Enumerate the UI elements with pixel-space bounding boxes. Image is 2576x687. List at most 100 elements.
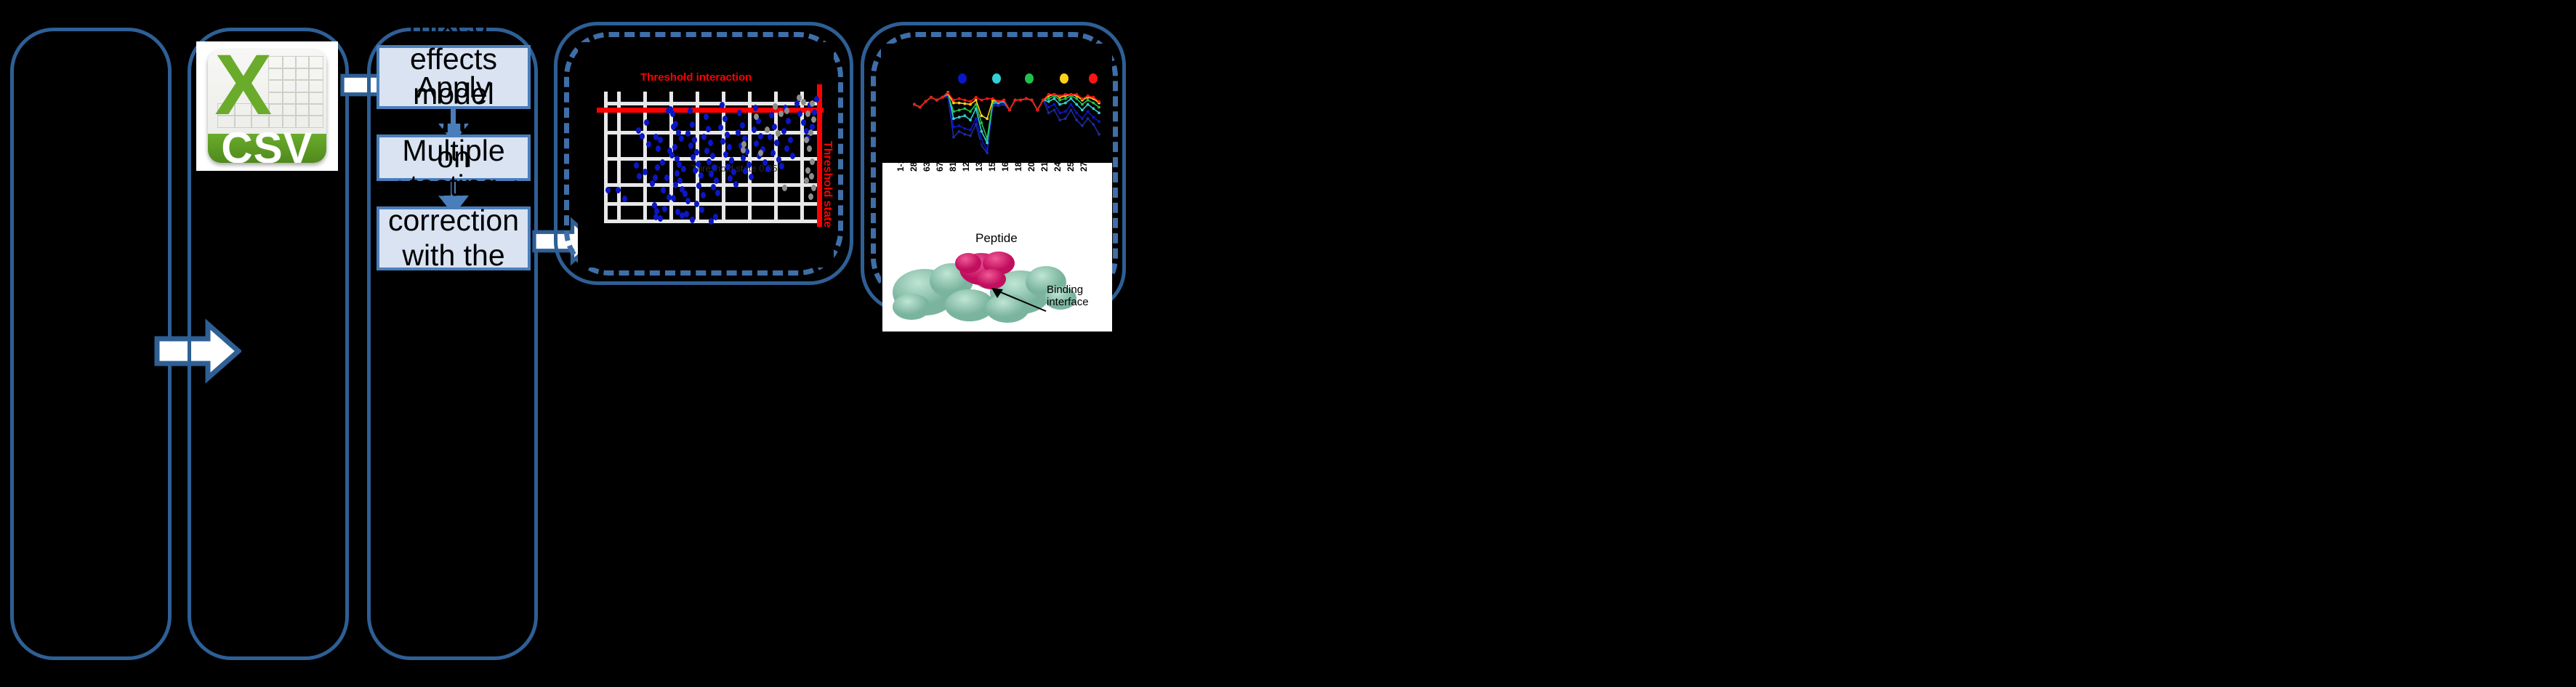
series-point xyxy=(952,101,955,105)
series-point xyxy=(913,103,916,106)
series-point xyxy=(924,100,927,103)
series-point xyxy=(1092,107,1095,111)
series-point xyxy=(952,126,955,129)
csv-x-letter: X xyxy=(214,49,273,134)
xtick: 122-129 xyxy=(961,139,971,172)
peptide-line-chart: 1-15 28-44 63-73 67-75 81-101 122-129 13… xyxy=(881,44,1112,332)
binding-interface-label: Binding interface xyxy=(1047,284,1089,309)
series-point xyxy=(935,98,938,102)
series-point xyxy=(1047,97,1050,100)
xtick: 81-101 xyxy=(948,144,958,172)
series-point xyxy=(980,114,983,118)
series-point xyxy=(957,101,961,105)
series-point xyxy=(1036,108,1039,112)
series-point xyxy=(1098,111,1100,115)
xtick: 28-44 xyxy=(909,149,919,172)
series-point xyxy=(1092,116,1095,119)
legend-dot-t3 xyxy=(1025,73,1034,84)
csv-grid xyxy=(208,49,327,134)
peptide-series-svg xyxy=(913,91,1100,155)
xtick: 135-144 xyxy=(974,139,984,172)
series-point xyxy=(1086,98,1090,102)
series-point xyxy=(957,97,961,100)
series-point xyxy=(980,98,983,102)
series-point xyxy=(1058,111,1061,115)
series-line-red xyxy=(914,92,1100,112)
volcano-scatter: Threshold interaction Threshold state 0.… xyxy=(578,42,834,268)
series-point xyxy=(1069,108,1073,112)
series-point xyxy=(952,98,955,102)
xtick: 241-257 xyxy=(1052,139,1063,172)
y-tick-zero: 0.0 xyxy=(891,151,909,165)
series-point xyxy=(1030,98,1034,102)
xtick: 218-237 xyxy=(1039,139,1050,172)
series-point xyxy=(1086,110,1090,113)
series-point xyxy=(946,92,950,95)
series-point xyxy=(952,117,955,121)
series-point xyxy=(957,124,961,127)
csv-file-icon: X CSV xyxy=(196,41,338,171)
series-point xyxy=(1098,132,1100,136)
input-panel xyxy=(10,28,172,660)
series-point xyxy=(1098,105,1100,109)
series-point xyxy=(963,114,967,118)
legend-dot-t4 xyxy=(1060,73,1068,84)
series-point xyxy=(1047,105,1050,109)
series-point xyxy=(941,95,944,99)
series-point xyxy=(969,128,972,132)
series-point xyxy=(1058,118,1061,121)
series-point xyxy=(1025,97,1028,100)
series-point xyxy=(969,118,972,121)
series-point xyxy=(1019,98,1023,102)
series-point xyxy=(974,95,978,99)
results-panel-dashed xyxy=(564,32,843,276)
series-point xyxy=(969,103,972,106)
series-point xyxy=(980,121,983,124)
series-point xyxy=(952,110,955,113)
series-point xyxy=(1063,92,1067,96)
series-point xyxy=(963,107,967,111)
series-point xyxy=(1086,94,1090,97)
legend-dot-t2 xyxy=(992,73,1001,84)
series-point xyxy=(963,98,967,102)
series-point xyxy=(1069,103,1073,106)
series-point xyxy=(1058,98,1061,102)
flow-arrow-input-to-csv xyxy=(154,318,241,384)
series-point xyxy=(986,148,989,152)
series-point xyxy=(1063,117,1067,121)
series-point xyxy=(1007,108,1011,112)
csv-panel xyxy=(188,28,349,660)
series-point xyxy=(963,102,967,105)
series-point xyxy=(986,151,989,155)
series-point xyxy=(1086,103,1090,106)
series-point xyxy=(1092,123,1095,126)
series-point xyxy=(1086,117,1090,121)
series-point xyxy=(918,105,922,109)
series-point xyxy=(969,110,972,113)
threshold-state-label: Threshold state xyxy=(821,141,834,228)
series-point xyxy=(1058,94,1061,97)
series-point xyxy=(1047,100,1050,103)
series-point xyxy=(1058,103,1061,106)
series-point xyxy=(986,141,989,145)
series-point xyxy=(957,116,961,119)
series-point xyxy=(974,123,978,126)
xtick: 158-166 xyxy=(987,139,997,172)
csv-icon-body: X CSV xyxy=(207,49,327,164)
series-point xyxy=(1052,97,1056,100)
threshold-state-line xyxy=(817,84,822,227)
series-point xyxy=(1063,110,1067,113)
series-point xyxy=(963,132,967,136)
series-line-green xyxy=(914,93,1100,139)
multiple-testing-box: Multiple testing correction with the BH … xyxy=(377,134,531,342)
series-point xyxy=(1047,111,1050,115)
series-point xyxy=(997,100,1000,103)
series-point xyxy=(1075,92,1079,96)
series-point xyxy=(1042,98,1045,102)
series-point xyxy=(1052,103,1056,106)
xtick: 184-199 xyxy=(1013,139,1023,172)
threshold-interaction-line xyxy=(597,108,824,113)
multiple-testing-text: Multiple testing correction with the BH … xyxy=(386,134,521,342)
series-point xyxy=(1047,92,1050,96)
